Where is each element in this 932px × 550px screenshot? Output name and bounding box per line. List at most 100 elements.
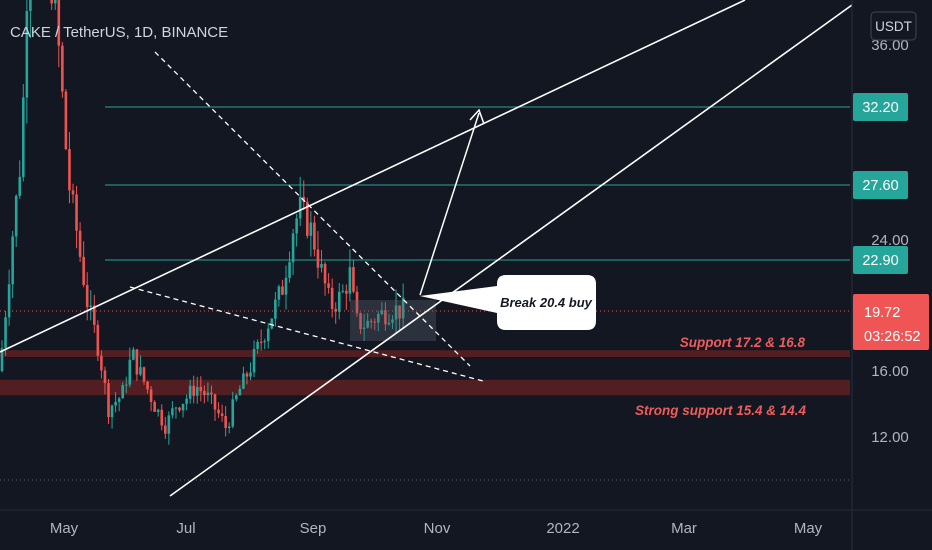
candle-body	[29, 0, 32, 11]
candle-body	[160, 409, 164, 426]
candle-body	[288, 262, 291, 278]
candle-body	[224, 416, 227, 429]
candle-body	[93, 305, 96, 325]
currency-button-label: USDT	[875, 19, 912, 34]
candle-body	[274, 299, 277, 319]
candle-body	[252, 348, 256, 373]
candle-body	[57, 0, 61, 46]
candles	[0, 0, 405, 445]
candle-body	[71, 190, 75, 195]
price-badges: 32.20 27.60 22.90 19.72 03:26:52	[853, 93, 929, 350]
candle-body	[14, 195, 18, 237]
candle-body	[53, 0, 57, 4]
candle-body	[266, 328, 270, 342]
candle-body	[320, 263, 323, 268]
candle-body	[220, 413, 224, 417]
candle-body	[313, 222, 316, 250]
lower-dashed-line	[129, 286, 484, 382]
support-zones	[0, 350, 850, 396]
time-axis[interactable]: May Jul Sep Nov 2022 Mar May	[50, 520, 823, 537]
candle-body	[306, 201, 309, 236]
candle-body	[355, 291, 359, 314]
candle-body	[188, 385, 192, 399]
support-zone	[0, 379, 850, 396]
candle-body	[78, 230, 82, 257]
candle-body	[89, 305, 93, 308]
candle-body	[256, 341, 259, 349]
candle-body	[362, 327, 366, 329]
candle-body	[110, 405, 114, 418]
candle-body	[398, 305, 401, 319]
level-badge-label: 32.20	[862, 100, 898, 116]
candle-body	[298, 196, 302, 219]
candle-body	[156, 409, 160, 412]
price-axis[interactable]: 36.00 24.00 16.00 12.00	[871, 37, 909, 446]
candle-body	[217, 409, 220, 414]
candle-body	[117, 398, 121, 402]
candle-body	[295, 218, 298, 234]
candle-body	[245, 373, 249, 377]
level-badge	[853, 246, 908, 274]
support-zone	[0, 350, 850, 357]
candle-body	[195, 386, 199, 396]
candle-body	[309, 222, 313, 236]
consolidation-box	[350, 300, 436, 341]
candle-body	[323, 263, 327, 284]
candle-body	[238, 388, 242, 396]
candle-body	[22, 97, 25, 177]
candle-body	[4, 317, 7, 349]
lower-channel-line	[169, 4, 853, 497]
candle-body	[359, 313, 362, 329]
candle-body	[235, 395, 238, 400]
candle-body	[25, 10, 29, 98]
candle-body	[132, 349, 135, 360]
candle-body	[107, 383, 110, 418]
candle-body	[242, 373, 245, 389]
candle-body	[391, 319, 394, 323]
candle-body	[121, 385, 124, 399]
candle-body	[103, 370, 107, 384]
candle-body	[153, 401, 156, 412]
strong-support-label: Strong support 15.4 & 14.4	[635, 403, 807, 418]
candle-body	[213, 394, 217, 410]
time-tick-label: 2022	[546, 520, 579, 537]
candle-body	[164, 425, 167, 434]
candle-body	[369, 320, 373, 322]
candle-body	[75, 194, 78, 231]
callout-text: Break 20.4 buy	[500, 295, 593, 310]
chart-title: CAKE / TetherUS, 1D, BINANCE	[10, 24, 228, 41]
candle-body	[18, 176, 22, 196]
candle-body	[327, 283, 330, 288]
candle-body	[316, 249, 320, 268]
candle-body	[263, 341, 266, 343]
level-badge-label: 27.60	[862, 178, 898, 194]
candle-body	[124, 384, 128, 386]
candle-body	[348, 267, 352, 294]
candle-body	[68, 149, 71, 191]
candle-body	[334, 308, 337, 312]
candle-body	[11, 236, 14, 285]
last-price-label: 19.72	[864, 305, 900, 321]
candle-body	[352, 267, 355, 292]
candle-body	[377, 313, 380, 323]
currency-button[interactable]: USDT	[870, 11, 917, 41]
candle-body	[227, 426, 231, 429]
price-tick-label: 12.00	[871, 429, 909, 446]
countdown-label: 03:26:52	[864, 329, 920, 345]
candle-body	[210, 392, 213, 395]
candle-body	[0, 348, 4, 371]
candle-body	[384, 310, 387, 325]
candle-body	[142, 367, 146, 382]
last-price-badge	[853, 294, 929, 350]
candle-body	[146, 381, 149, 390]
candle-body	[373, 321, 377, 323]
candle-body	[270, 318, 274, 329]
candle-body	[337, 291, 341, 312]
candle-body	[192, 385, 195, 396]
time-tick-label: Jul	[176, 520, 195, 537]
time-tick-label: May	[50, 520, 79, 537]
candle-body	[135, 349, 139, 375]
time-tick-label: Nov	[424, 520, 451, 537]
